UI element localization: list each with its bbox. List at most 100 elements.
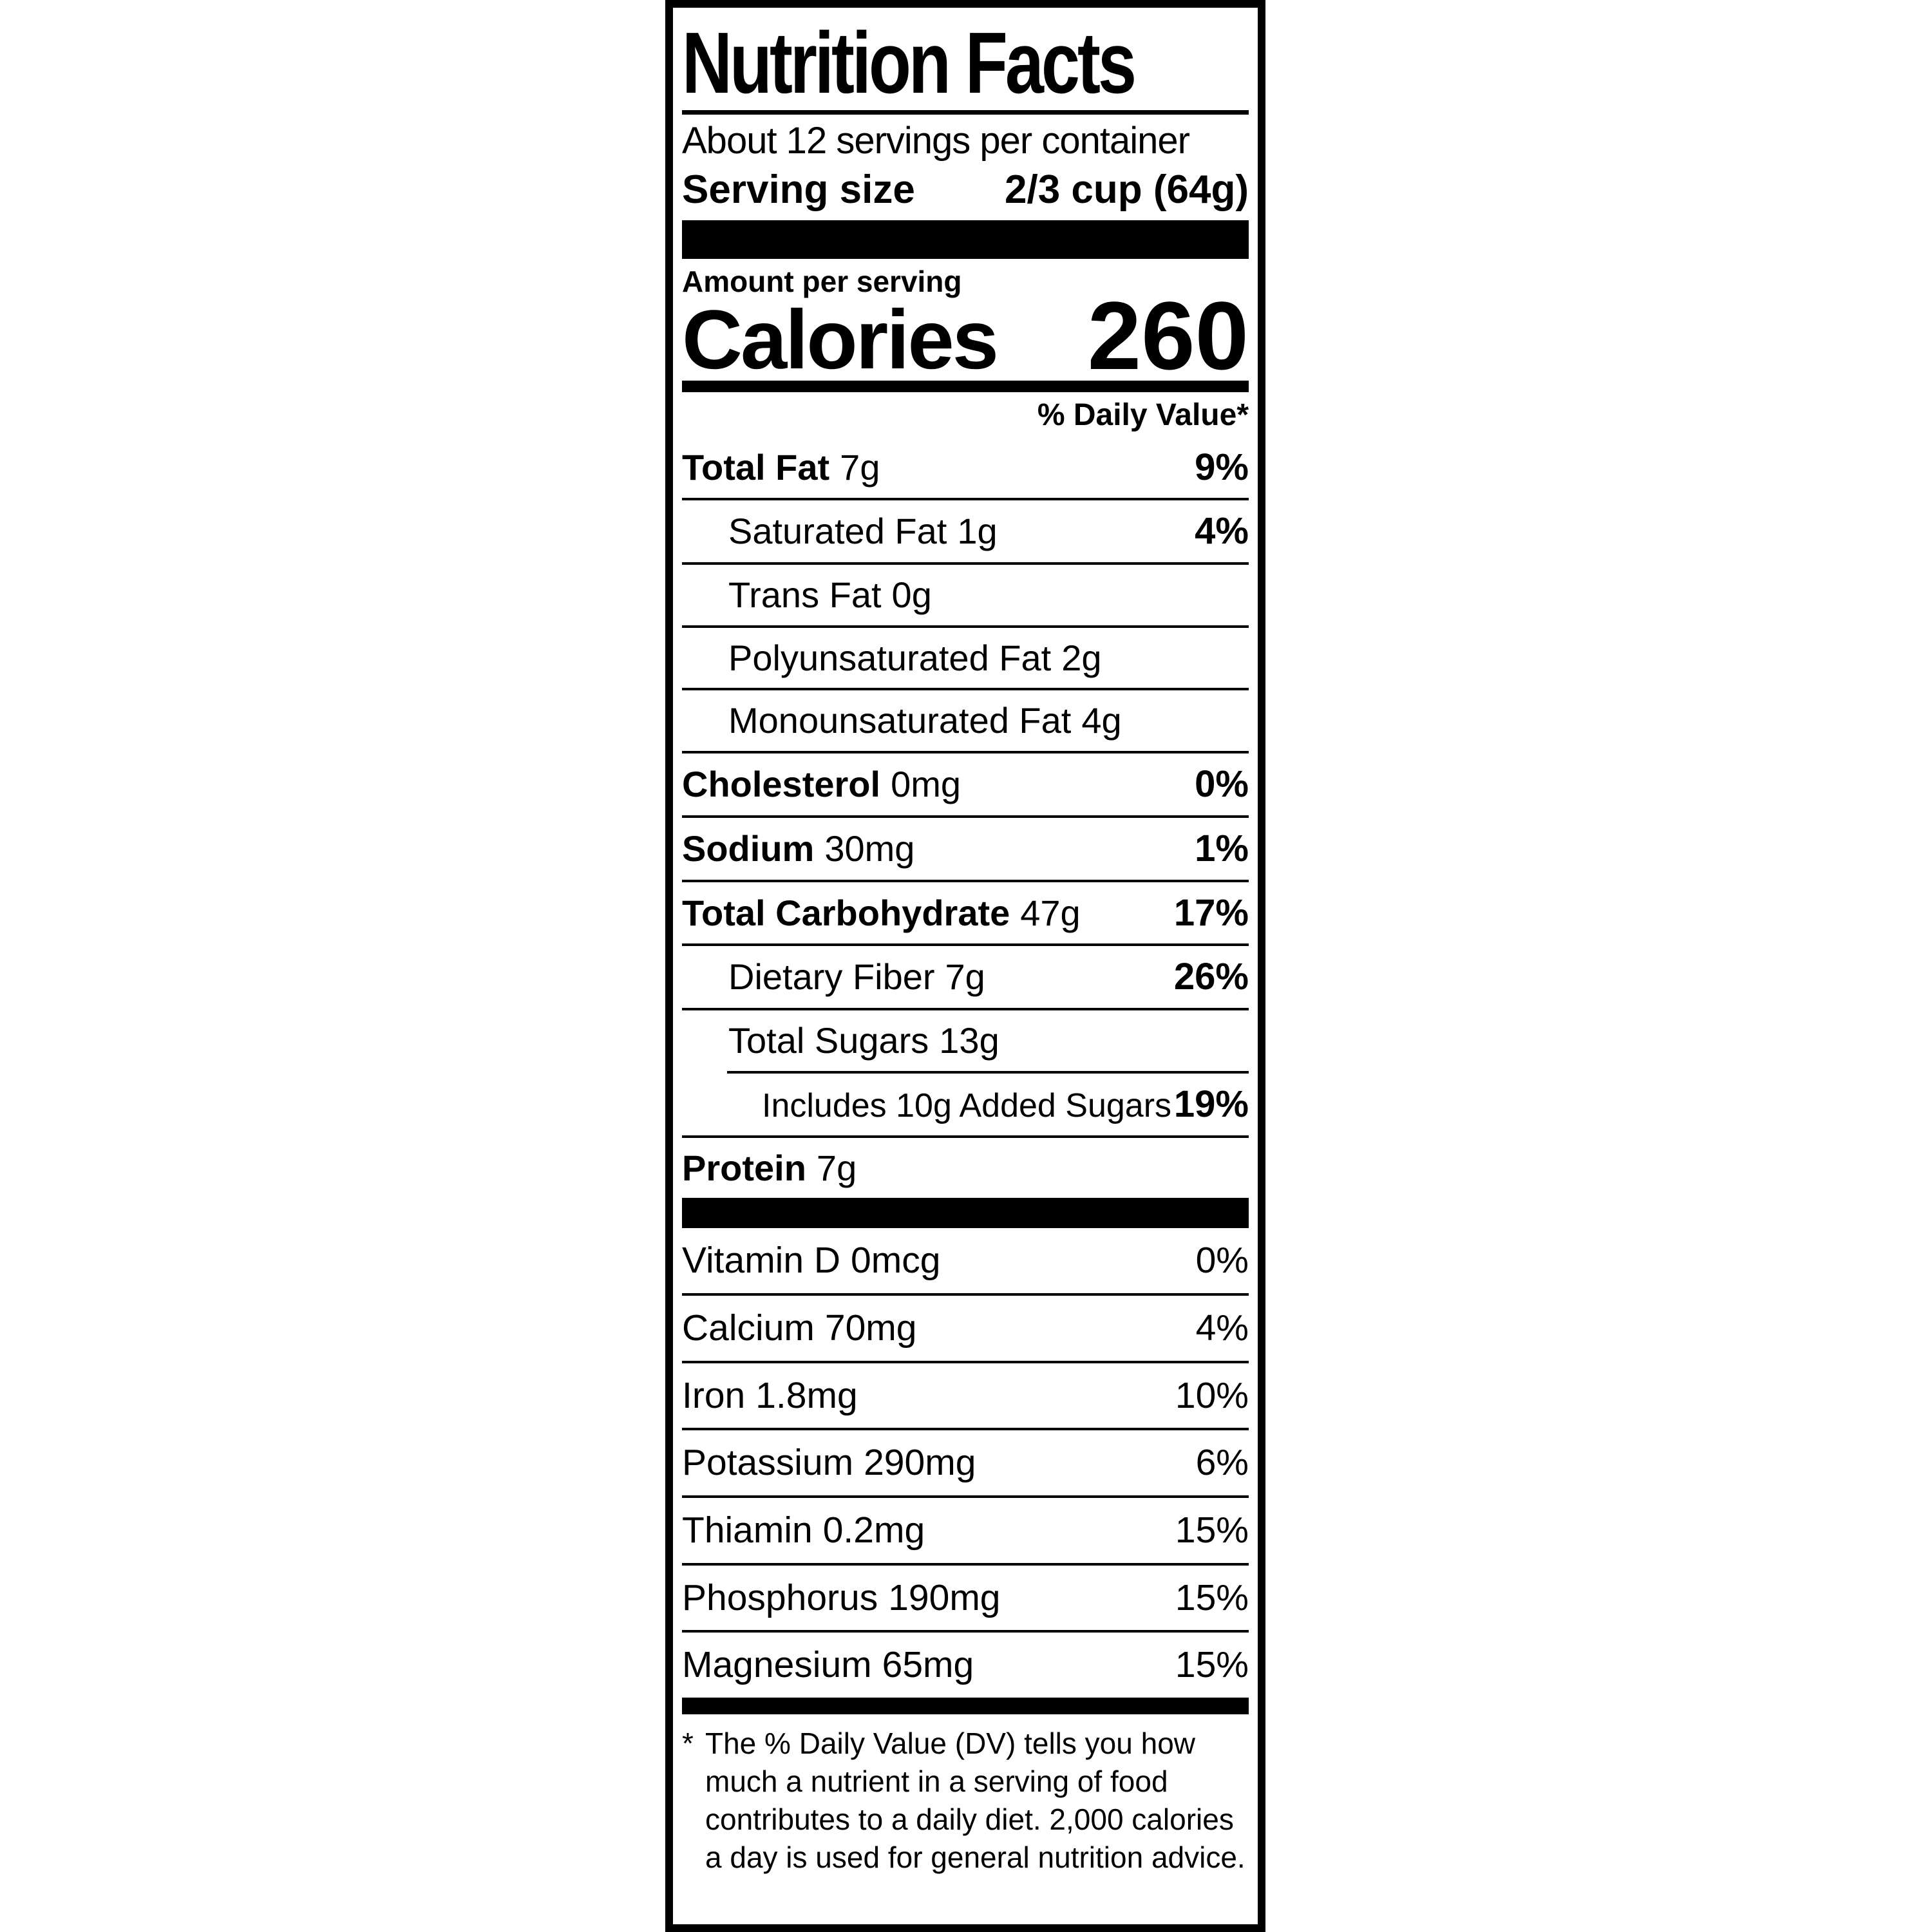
nutrient-dv: 26%: [1173, 956, 1249, 998]
vitamin-row-iron: Iron 1.8mg 10%: [682, 1363, 1249, 1428]
nutrient-dv: 4%: [1195, 510, 1249, 553]
vitamin-row-phosphorus: Phosphorus 190mg 15%: [682, 1566, 1249, 1631]
row-separator: [682, 879, 1249, 882]
amount-per-serving-label: Amount per serving: [682, 264, 962, 298]
nutrient-amount: 13g: [939, 1020, 999, 1061]
vitamin-name: Thiamin: [682, 1509, 813, 1551]
nutrient-row-sodium: Sodium 30mg 1%: [682, 818, 1249, 880]
serving-size-row: Serving size 2/3 cup (64g): [682, 167, 1249, 213]
vitamin-row-potassium: Potassium 290mg 6%: [682, 1430, 1249, 1495]
nutrient-name: Monounsaturated Fat: [728, 700, 1072, 741]
row-separator: [682, 1293, 1249, 1296]
nutrient-amount: 7g: [945, 956, 985, 998]
footnote-text: The % Daily Value (DV) tells you how muc…: [705, 1726, 1245, 1874]
row-separator: [682, 1630, 1249, 1633]
row-separator: [682, 688, 1249, 691]
footnote: * The % Daily Value (DV) tells you how m…: [682, 1725, 1249, 1877]
nutrient-name: Includes 10g Added Sugars: [762, 1086, 1172, 1124]
row-separator: [682, 1495, 1249, 1498]
thick-divider-bar: [682, 220, 1249, 259]
nutrient-amount: 4g: [1081, 700, 1122, 741]
nutrient-amount: 30mg: [824, 828, 915, 869]
nutrient-row-monounsaturated-fat: Monounsaturated Fat 4g: [682, 690, 1249, 751]
vitamin-dv: 15%: [1175, 1509, 1249, 1551]
calories-value: 260: [1087, 281, 1249, 390]
nutrient-dv: 9%: [1195, 446, 1249, 488]
serving-size-label: Serving size: [682, 167, 915, 212]
row-separator: [682, 1428, 1249, 1431]
nutrient-amount: 0g: [891, 574, 932, 616]
nutrient-row-total-carbohydrate: Total Carbohydrate 47g 17%: [682, 882, 1249, 944]
vitamins-divider-bar: [682, 1198, 1249, 1229]
nutrient-name: Total Carbohydrate: [682, 892, 1010, 933]
nutrient-amount: 47g: [1020, 892, 1081, 933]
row-separator: [682, 625, 1249, 628]
servings-per-container: About 12 servings per container: [682, 120, 1190, 162]
vitamin-name: Vitamin D: [682, 1240, 841, 1282]
vitamin-amount: 70mg: [824, 1307, 917, 1349]
row-separator: [682, 498, 1249, 501]
nutrient-row-protein: Protein 7g: [682, 1138, 1249, 1198]
nutrient-amount: 0mg: [891, 763, 961, 804]
calories-row: Calories 260: [682, 281, 1249, 390]
nutrient-name: Sodium: [682, 828, 815, 869]
nutrient-name: Protein: [682, 1147, 806, 1188]
nutrition-facts-label: Nutrition Facts About 12 servings per co…: [665, 0, 1265, 1932]
row-separator-indented: [727, 1070, 1249, 1074]
nutrient-row-total-fat: Total Fat 7g 9%: [682, 437, 1249, 498]
row-separator: [682, 750, 1249, 753]
vitamin-dv: 4%: [1195, 1307, 1249, 1349]
footnote-divider-bar: [682, 1697, 1249, 1714]
row-separator: [682, 1360, 1249, 1363]
vitamin-row-magnesium: Magnesium 65mg 15%: [682, 1633, 1249, 1698]
title-rule: [682, 110, 1249, 115]
vitamin-row-thiamin: Thiamin 0.2mg 15%: [682, 1498, 1249, 1563]
nutrient-name: Total Fat: [682, 446, 830, 488]
nutrient-amount: 1g: [957, 511, 998, 552]
row-separator: [682, 1135, 1249, 1138]
nutrient-row-cholesterol: Cholesterol 0mg 0%: [682, 753, 1249, 815]
nutrient-row-trans-fat: Trans Fat 0g: [682, 565, 1249, 625]
vitamin-dv: 10%: [1175, 1374, 1249, 1416]
nutrient-dv: 17%: [1173, 891, 1249, 934]
vitamin-dv: 15%: [1175, 1577, 1249, 1618]
nutrient-amount: 7g: [840, 446, 880, 488]
nutrient-amount: 7g: [816, 1147, 857, 1188]
vitamin-amount: 65mg: [882, 1644, 974, 1686]
nutrient-dv: 19%: [1173, 1083, 1249, 1125]
serving-size-value: 2/3 cup (64g): [1005, 167, 1249, 212]
nutrient-row-dietary-fiber: Dietary Fiber 7g 26%: [682, 946, 1249, 1008]
nutrient-row-saturated-fat: Saturated Fat 1g 4%: [682, 500, 1249, 562]
nutrient-dv: 1%: [1195, 827, 1249, 869]
nutrition-facts-title: Nutrition Facts: [682, 14, 1137, 111]
nutrient-name: Total Sugars: [728, 1020, 929, 1061]
row-separator: [682, 943, 1249, 947]
nutrient-amount: 2g: [1061, 637, 1102, 678]
vitamin-dv: 15%: [1175, 1644, 1249, 1686]
daily-value-header: % Daily Value*: [1037, 397, 1249, 432]
vitamin-row-vitamin-d: Vitamin D 0mcg 0%: [682, 1228, 1249, 1293]
nutrient-name: Trans Fat: [728, 574, 882, 616]
vitamin-dv: 6%: [1195, 1442, 1249, 1484]
nutrient-name: Saturated Fat: [728, 511, 947, 552]
vitamin-name: Phosphorus: [682, 1577, 878, 1618]
vitamin-amount: 0mcg: [851, 1240, 941, 1282]
nutrient-name: Dietary Fiber: [728, 956, 935, 998]
row-separator: [682, 815, 1249, 818]
nutrient-dv: 0%: [1195, 762, 1249, 805]
footnote-asterisk: *: [682, 1726, 694, 1760]
row-separator: [682, 1562, 1249, 1566]
vitamin-name: Calcium: [682, 1307, 815, 1349]
vitamin-amount: 0.2mg: [822, 1509, 925, 1551]
vitamin-amount: 290mg: [864, 1442, 976, 1484]
row-separator: [682, 562, 1249, 565]
nutrient-row-polyunsaturated-fat: Polyunsaturated Fat 2g: [682, 628, 1249, 688]
row-separator: [682, 1008, 1249, 1011]
nutrient-name: Polyunsaturated Fat: [728, 637, 1052, 678]
vitamin-name: Potassium: [682, 1442, 854, 1484]
vitamin-dv: 0%: [1195, 1240, 1249, 1282]
vitamin-amount: 1.8mg: [755, 1374, 858, 1416]
nutrient-row-total-sugars: Total Sugars 13g: [682, 1010, 1249, 1071]
vitamin-name: Iron: [682, 1374, 746, 1416]
